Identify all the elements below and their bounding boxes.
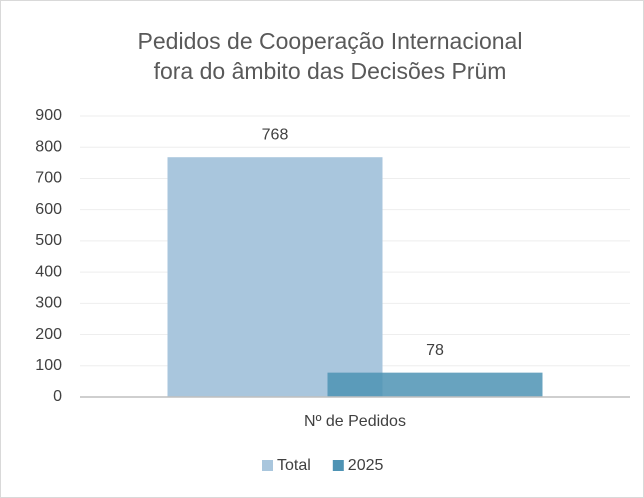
data-label: 78 <box>426 342 444 359</box>
chart-title: Pedidos de Cooperação Internacional <box>138 28 523 54</box>
y-tick-label: 900 <box>35 107 62 124</box>
y-tick-label: 100 <box>35 357 62 374</box>
y-tick-label: 200 <box>35 326 62 343</box>
chart-title: fora do âmbito das Decisões Prüm <box>154 58 507 84</box>
y-tick-label: 0 <box>53 388 62 405</box>
x-tick-label: Nº de Pedidos <box>304 413 406 430</box>
bar <box>327 372 543 397</box>
data-label: 768 <box>262 126 289 143</box>
legend-label: Total <box>277 457 311 474</box>
y-tick-label: 600 <box>35 201 62 218</box>
bar <box>167 157 383 397</box>
y-tick-label: 700 <box>35 170 62 187</box>
y-tick-label: 300 <box>35 295 62 312</box>
legend-swatch <box>332 460 344 471</box>
legend-label: 2025 <box>348 457 384 474</box>
y-tick-label: 400 <box>35 263 62 280</box>
y-tick-label: 800 <box>35 138 62 155</box>
y-tick-label: 500 <box>35 232 62 249</box>
legend-swatch <box>262 460 273 471</box>
